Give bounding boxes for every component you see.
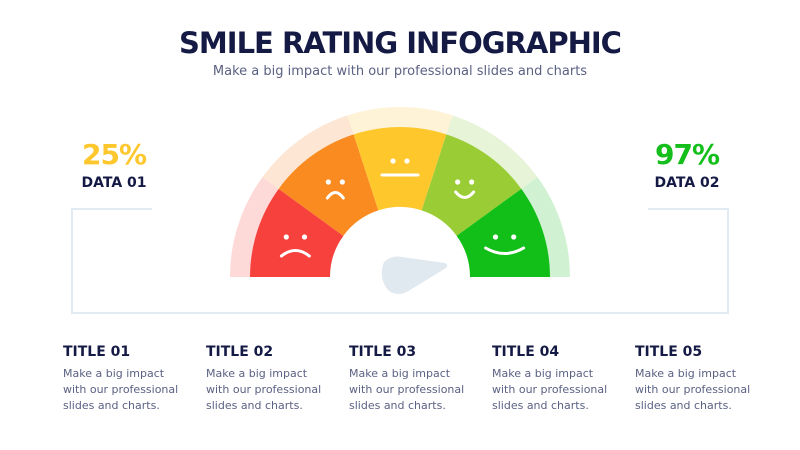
gauge-segment-very-sad xyxy=(250,188,344,277)
gauge-segment-very-happy xyxy=(456,188,550,277)
gauge-band-sad xyxy=(262,115,354,189)
stat-label: DATA 02 xyxy=(654,175,720,191)
card-text: Make a big impact with our professional … xyxy=(635,367,751,412)
gauge-band-very-sad xyxy=(230,177,279,277)
very-sad-face-icon xyxy=(279,234,311,258)
card-title-04: TITLE 04 Make a big impact with our profe… xyxy=(492,344,617,414)
neutral-face-icon xyxy=(380,158,420,177)
card-title: TITLE 05 xyxy=(635,344,703,360)
card-text: Make a big impact with our professional … xyxy=(492,367,608,412)
card-title-02: TITLE 02 Make a big impact with our profe… xyxy=(206,344,331,414)
card-title-05: TITLE 05 Make a big impact with our profe… xyxy=(635,344,760,414)
card-title: TITLE 02 xyxy=(206,344,274,360)
bracket-line xyxy=(71,208,729,314)
gauge-band-very-happy xyxy=(521,177,570,277)
happy-face-icon xyxy=(454,179,476,199)
stat-label: DATA 01 xyxy=(81,175,147,191)
stat-value: 97% xyxy=(654,138,720,171)
stat-data-02: 97% DATA 02 xyxy=(627,138,747,191)
gauge-segment-happy xyxy=(421,134,522,236)
sad-face-icon xyxy=(325,179,345,200)
gauge-band-neutral xyxy=(347,106,453,135)
card-text: Make a big impact with our professional … xyxy=(206,367,322,412)
page-title: SMILE RATING INFOGRAPHIC xyxy=(179,26,622,60)
page-subtitle: Make a big impact with our professional … xyxy=(212,64,588,79)
very-happy-face-icon xyxy=(484,234,526,256)
card-title-03: TITLE 03 Make a big impact with our profe… xyxy=(349,344,474,414)
stat-data-01: 25% DATA 01 xyxy=(54,138,174,191)
gauge-needle xyxy=(381,256,448,294)
gauge-band-happy xyxy=(446,115,538,189)
card-title: TITLE 01 xyxy=(63,344,131,360)
gauge-segment-sad xyxy=(278,134,379,236)
card-text: Make a big impact with our professional … xyxy=(63,367,179,412)
stat-value: 25% xyxy=(81,138,147,171)
card-title: TITLE 03 xyxy=(349,344,417,360)
card-title-01: TITLE 01 Make a big impact with our profe… xyxy=(63,344,188,414)
card-title: TITLE 04 xyxy=(492,344,560,360)
card-text: Make a big impact with our professional … xyxy=(349,367,465,412)
gauge-segment-neutral xyxy=(353,127,447,211)
